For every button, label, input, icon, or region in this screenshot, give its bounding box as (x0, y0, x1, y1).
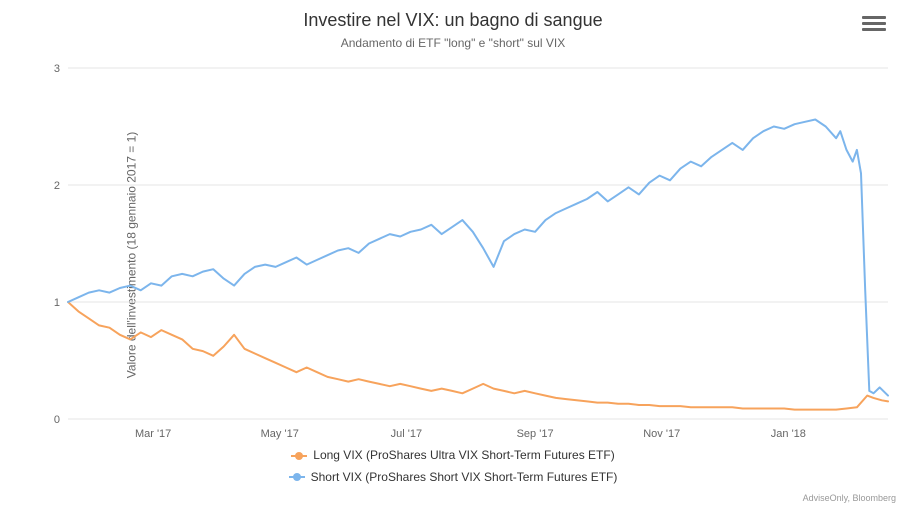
x-axis: Mar '17 May '17 Jul '17 Sep '17 Nov '17 Jan '… (135, 428, 806, 440)
gridlines (68, 68, 888, 419)
svg-text:Jul '17: Jul '17 (391, 428, 422, 440)
chart-container: Investire nel VIX: un bagno di sangue An… (0, 0, 906, 509)
series-long[interactable] (68, 302, 888, 410)
legend-item-long[interactable]: Long VIX (ProShares Ultra VIX Short-Term… (291, 446, 614, 465)
svg-text:0: 0 (54, 414, 60, 426)
svg-text:Jan '18: Jan '18 (771, 428, 806, 440)
svg-text:Mar '17: Mar '17 (135, 428, 171, 440)
legend-label-short: Short VIX (ProShares Short VIX Short-Ter… (311, 468, 618, 487)
svg-text:3: 3 (54, 63, 60, 75)
svg-text:1: 1 (54, 297, 60, 309)
y-axis: 0 1 2 3 (54, 63, 60, 426)
legend: Long VIX (ProShares Ultra VIX Short-Term… (0, 444, 906, 487)
credits-text: AdviseOnly, Bloomberg (803, 493, 896, 503)
series-short[interactable] (68, 120, 888, 396)
svg-text:Nov '17: Nov '17 (643, 428, 680, 440)
svg-text:2: 2 (54, 180, 60, 192)
legend-item-short[interactable]: Short VIX (ProShares Short VIX Short-Ter… (289, 468, 618, 487)
svg-text:May '17: May '17 (261, 428, 299, 440)
plot-area: 0 1 2 3 Mar '17 May '17 Jul '17 Sep '17 Nov '17 J… (0, 0, 906, 509)
svg-text:Sep '17: Sep '17 (517, 428, 554, 440)
legend-label-long: Long VIX (ProShares Ultra VIX Short-Term… (313, 446, 614, 465)
